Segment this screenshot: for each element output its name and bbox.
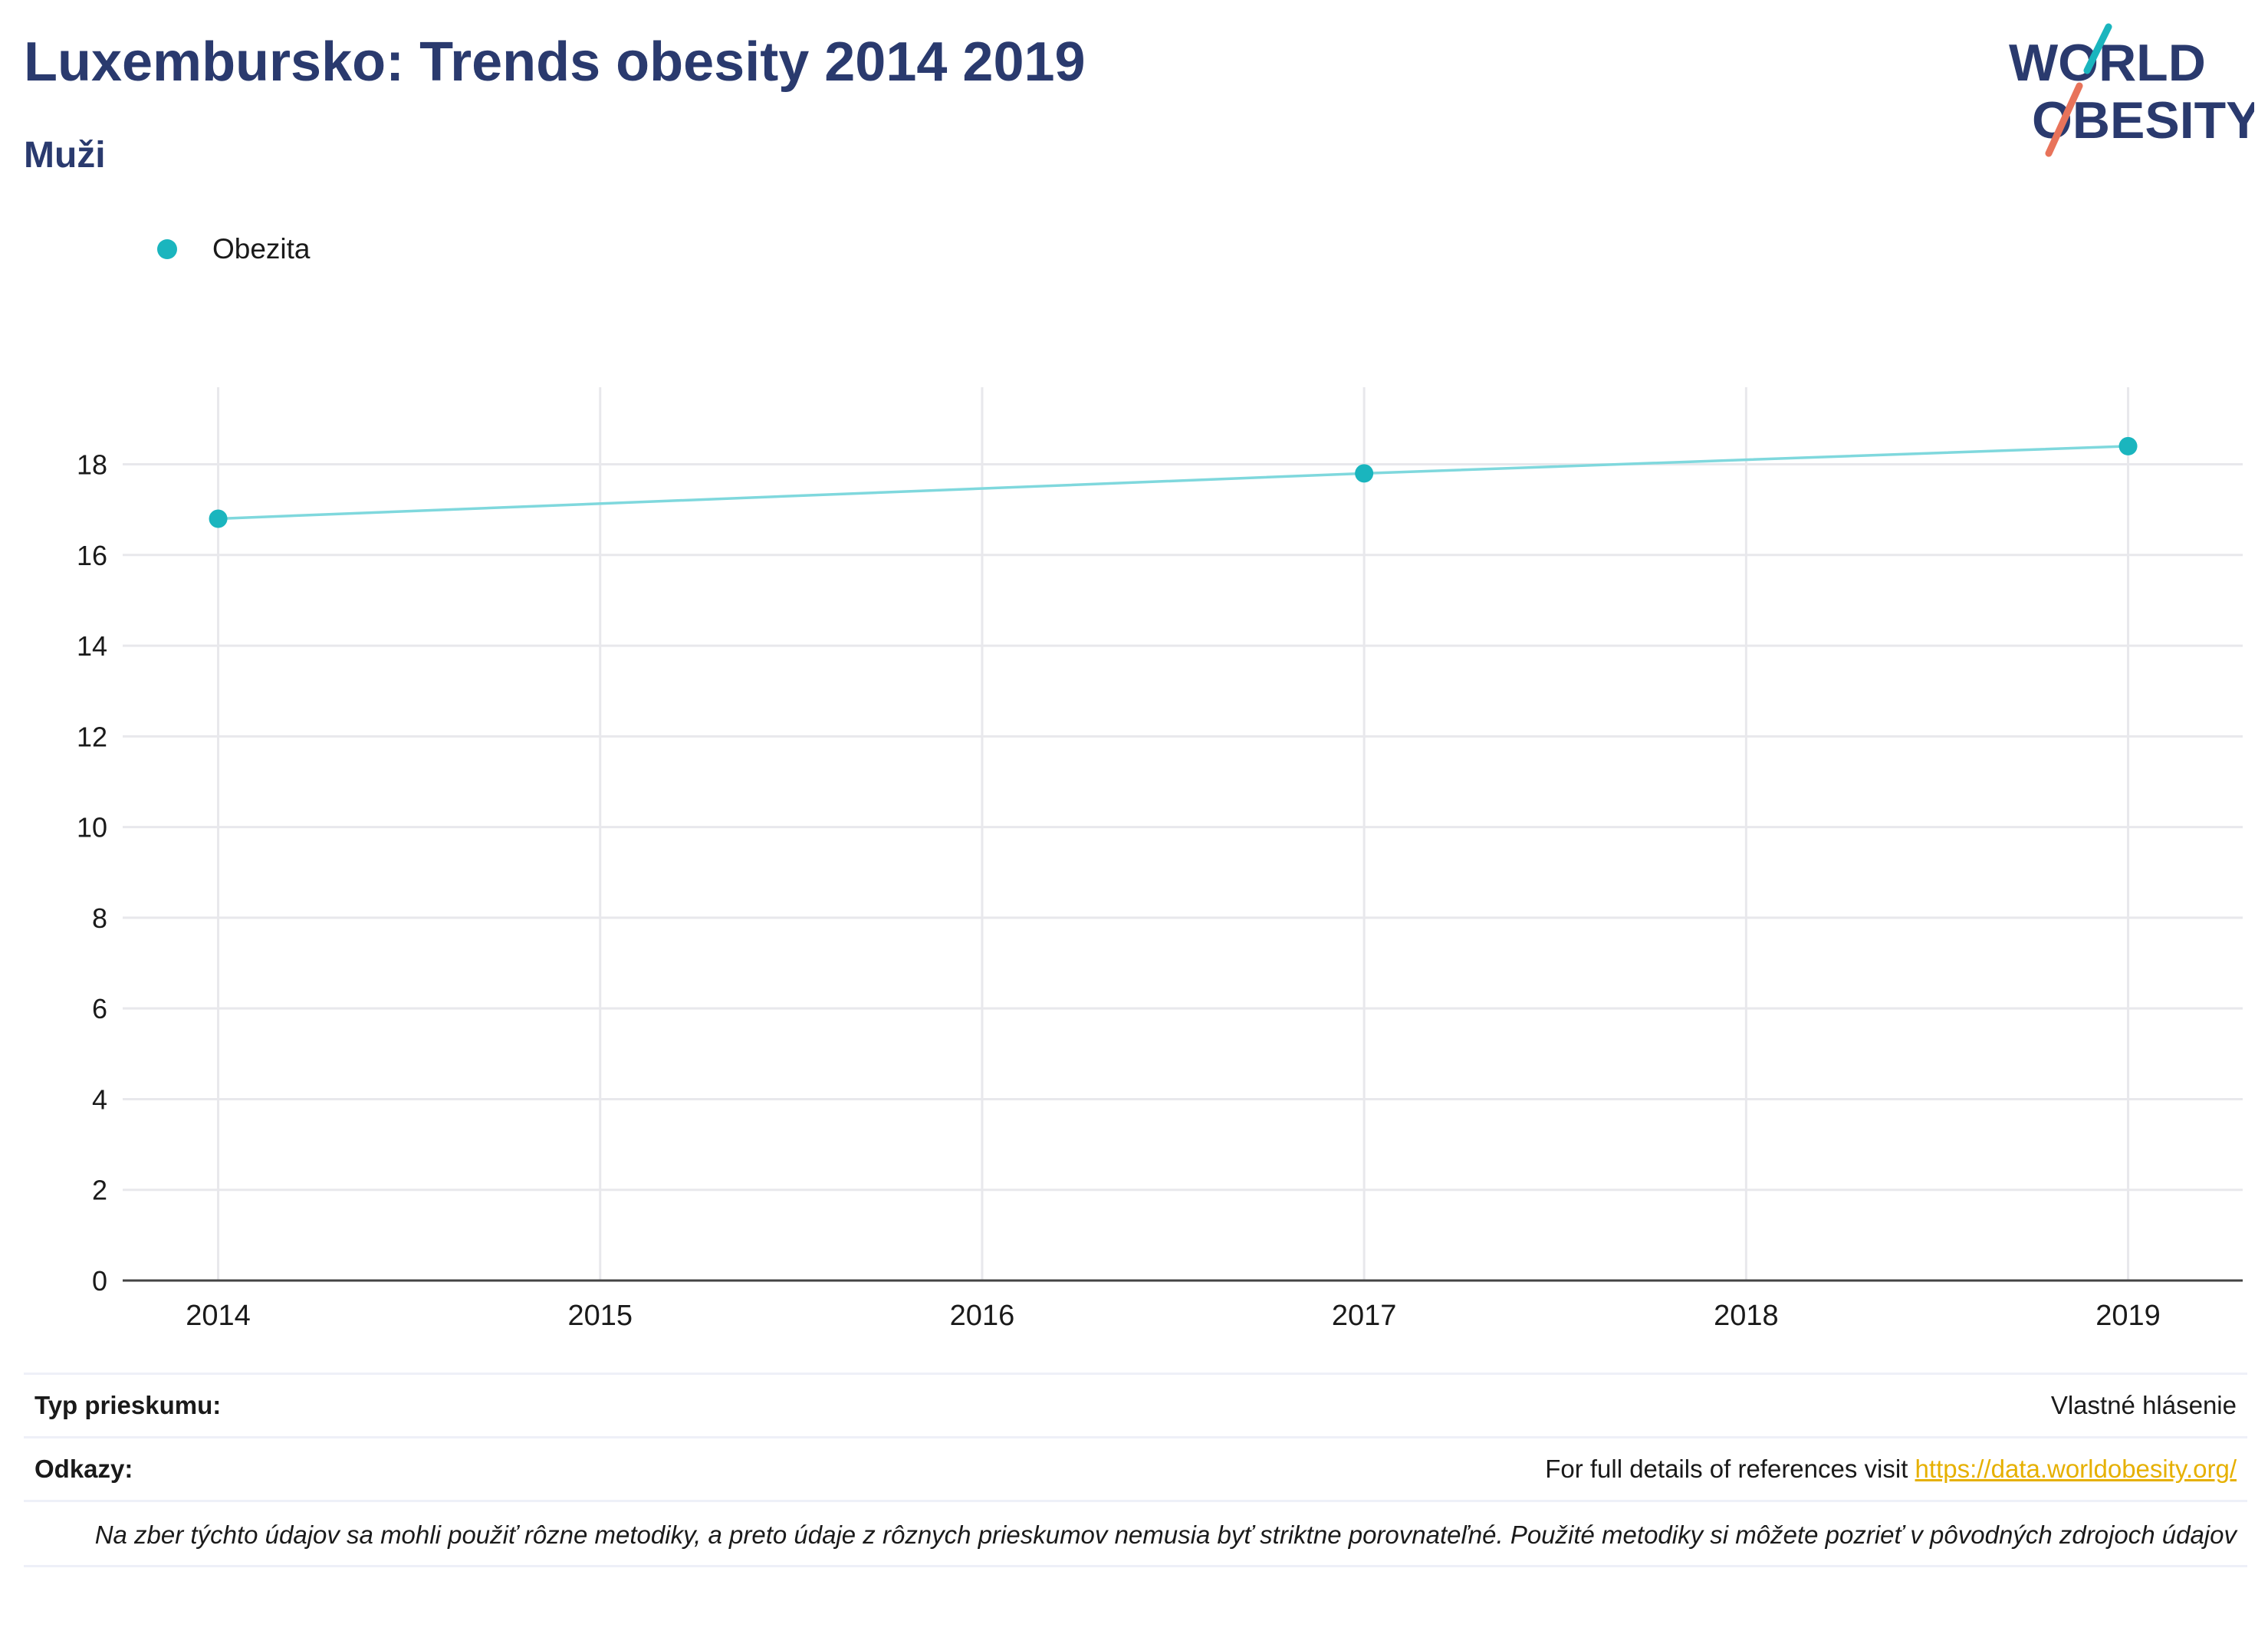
- data-point-obezita: [1355, 464, 1374, 483]
- chart-subtitle: Muži: [24, 135, 106, 176]
- chart-title: Luxembursko: Trends obesity 2014 2019: [24, 31, 1086, 93]
- y-tick-label: 8: [92, 902, 107, 934]
- x-tick-label: 2019: [2095, 1300, 2161, 1332]
- references-link[interactable]: https://data.worldobesity.org/: [1915, 1455, 2237, 1483]
- references-label: Odkazy:: [35, 1455, 133, 1483]
- y-tick-label: 18: [77, 449, 107, 481]
- logo-slash-top: [2083, 23, 2112, 74]
- methodology-note: Na zber týchto údajov sa mohli použiť rô…: [24, 1500, 2247, 1567]
- y-tick-label: 14: [77, 630, 107, 662]
- legend[interactable]: Obezita: [157, 230, 311, 268]
- y-tick-label: 2: [92, 1175, 107, 1206]
- x-tick-label: 2015: [567, 1300, 633, 1332]
- series-line-obezita: [218, 445, 2128, 521]
- survey-type-value: Vlastné hlásenie: [2050, 1391, 2237, 1419]
- y-tick-label: 16: [77, 540, 107, 571]
- x-tick-label: 2014: [186, 1300, 251, 1332]
- x-tick-label: 2016: [950, 1300, 1015, 1332]
- y-tick-label: 4: [92, 1083, 107, 1115]
- y-tick-label: 0: [92, 1265, 107, 1297]
- survey-type-label: Typ prieskumu:: [35, 1391, 222, 1419]
- y-tick-label: 12: [77, 721, 107, 752]
- survey-type-row: Typ prieskumu: Vlastné hlásenie: [24, 1373, 2247, 1436]
- x-tick-label: 2018: [1714, 1300, 1779, 1332]
- logo-line1: WORLD: [2009, 34, 2206, 92]
- references-text: For full details of references visit: [1545, 1455, 1915, 1483]
- references-row: Odkazy: For full details of references v…: [24, 1436, 2247, 1500]
- y-tick-label: 6: [92, 993, 107, 1024]
- world-obesity-logo: WORLD OBESITY: [2009, 23, 2254, 157]
- line-chart: 0 2 4 6 8 10 12 14 16 18 2014 2015 2016 2017 2018 2019: [77, 387, 2243, 1332]
- data-point-obezita: [2118, 436, 2138, 455]
- x-tick-label: 2017: [1332, 1300, 1397, 1332]
- y-tick-label: 10: [77, 812, 107, 843]
- references-value: For full details of references visit htt…: [1545, 1455, 2237, 1484]
- footer-table: Typ prieskumu: Vlastné hlásenie Odkazy: …: [24, 1373, 2247, 1567]
- legend-label-obezita: Obezita: [212, 233, 311, 265]
- legend-marker-obezita: [157, 239, 177, 259]
- data-point-obezita: [209, 509, 228, 528]
- logo-slash-bottom: [2045, 82, 2083, 157]
